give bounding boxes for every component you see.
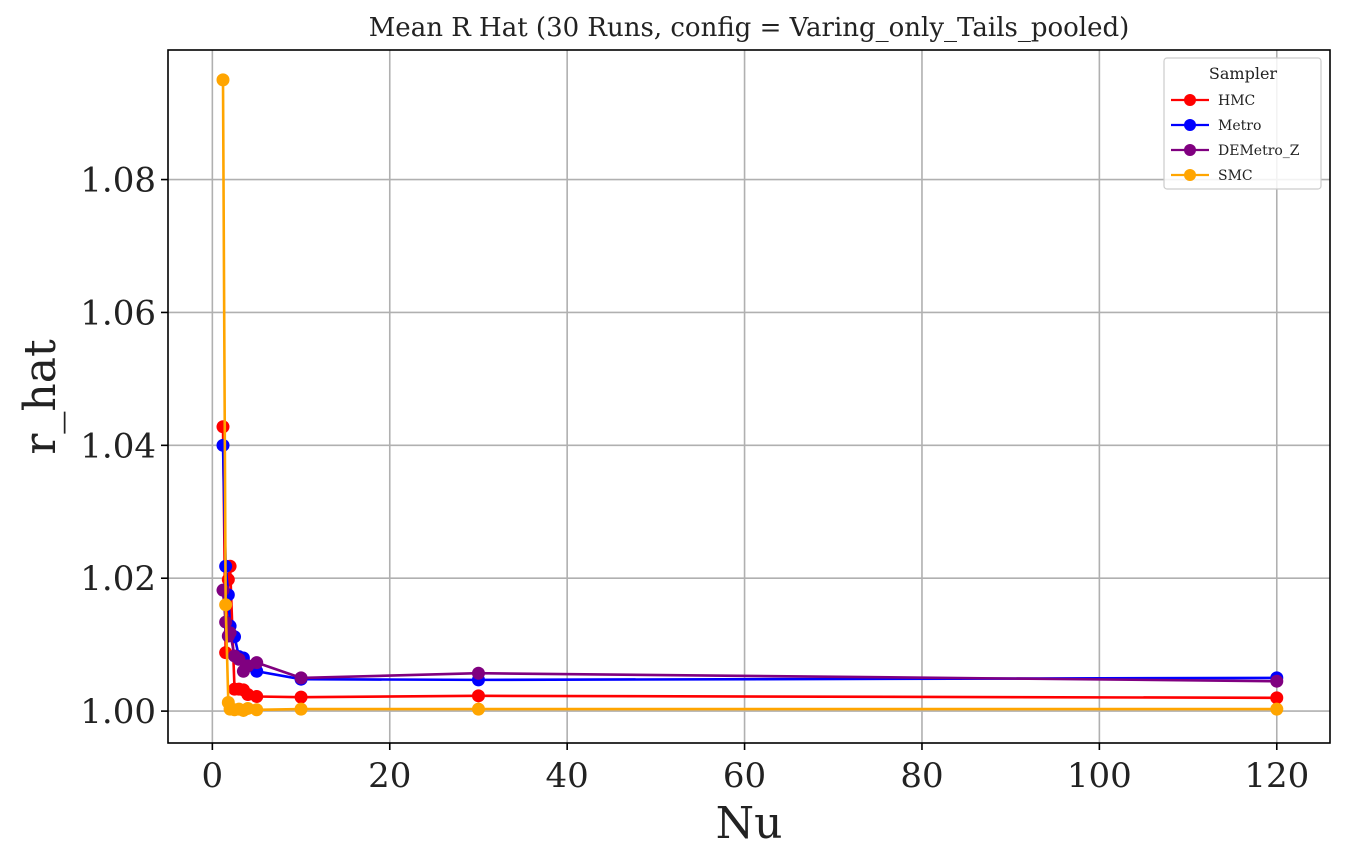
data-point — [250, 656, 264, 670]
data-point — [1270, 702, 1284, 716]
ticks-layer: 0 20 40 60 80 100 120 1.00 1.02 1.04 1.06 1.08 — [80, 161, 1309, 796]
legend-marker — [1184, 94, 1196, 106]
data-point — [216, 438, 230, 452]
legend-label: SMC — [1218, 168, 1253, 184]
x-tick-label: 100 — [1067, 756, 1132, 796]
legend-entry: SMC — [1171, 168, 1253, 184]
data-point — [250, 689, 264, 703]
x-tick-label: 40 — [546, 756, 589, 796]
series-metro — [216, 438, 1284, 687]
legend-label: DEMetro_Z — [1218, 143, 1300, 159]
chart-title: Mean R Hat (30 Runs, config = Varing_onl… — [369, 13, 1130, 43]
data-point — [294, 671, 308, 685]
y-tick-label: 1.02 — [80, 559, 156, 599]
legend-entry: Metro — [1171, 118, 1261, 134]
series-smc — [216, 73, 1284, 717]
series-line — [221, 590, 1277, 683]
x-tick-label: 120 — [1244, 756, 1309, 796]
data-point — [294, 702, 308, 716]
legend-marker — [1184, 144, 1196, 156]
legend-marker — [1184, 169, 1196, 181]
x-axis-label: Nu — [716, 798, 783, 849]
legend-entry: HMC — [1171, 93, 1255, 109]
y-tick-label: 1.06 — [80, 293, 156, 333]
x-tick-label: 20 — [368, 756, 411, 796]
plot-frame — [167, 49, 1331, 744]
data-point — [216, 583, 230, 597]
legend-marker — [1184, 119, 1196, 131]
legend-box — [1163, 57, 1322, 190]
data-point — [471, 689, 485, 703]
y-tick-label: 1.08 — [80, 161, 156, 201]
y-tick-label: 1.04 — [80, 426, 156, 466]
y-axis-label: r_hat — [15, 339, 66, 455]
legend: Sampler HMC Metro DEMetro_Z SMC — [1163, 57, 1322, 190]
data-point — [471, 702, 485, 716]
y-tick-label: 1.00 — [80, 692, 156, 732]
series-line — [221, 426, 1277, 700]
series-line — [221, 79, 1277, 712]
data-point — [232, 652, 246, 666]
legend-title: Sampler — [1209, 64, 1278, 83]
data-point — [471, 666, 485, 680]
grid-layer — [168, 50, 1330, 743]
series-demetro-z — [216, 583, 1284, 688]
data-point — [216, 73, 230, 87]
legend-entries: HMC Metro DEMetro_Z SMC — [1171, 93, 1300, 184]
legend-label: HMC — [1218, 93, 1255, 109]
series-layer — [216, 73, 1284, 717]
data-point — [1270, 691, 1284, 705]
x-tick-label: 60 — [723, 756, 766, 796]
legend-entry: DEMetro_Z — [1171, 143, 1300, 159]
legend-label: Metro — [1218, 118, 1261, 134]
data-point — [216, 420, 230, 434]
x-tick-label: 0 — [202, 756, 224, 796]
x-tick-label: 80 — [900, 756, 943, 796]
series-line — [221, 445, 1277, 682]
series-hmc — [216, 420, 1284, 705]
data-point — [1270, 674, 1284, 688]
data-point — [250, 703, 264, 717]
data-point — [294, 690, 308, 704]
data-point — [219, 598, 233, 612]
